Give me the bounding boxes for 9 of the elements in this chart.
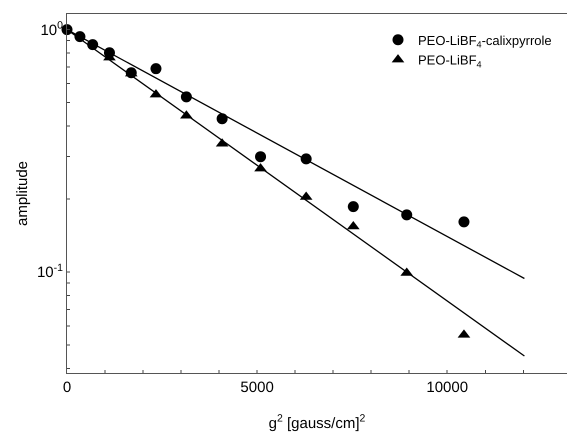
x-axis-title: g$^{2}$ [gauss/cm]$^{2}$ — [268, 412, 366, 432]
y-tick-label: 10$^{0}$ — [40, 20, 64, 39]
legend-label: PEO-LiBF$_{4}$-calixpyrrole — [418, 32, 552, 50]
y-axis-title: amplitude — [14, 160, 31, 226]
x-tick-label: 0 — [62, 379, 72, 396]
x-tick-label: 5000 — [240, 379, 274, 396]
legend-label: PEO-LiBF$_{4}$ — [418, 52, 482, 70]
x-tick-label: 10000 — [426, 379, 468, 396]
y-tick-label: 10$^{-1}$ — [36, 262, 64, 282]
